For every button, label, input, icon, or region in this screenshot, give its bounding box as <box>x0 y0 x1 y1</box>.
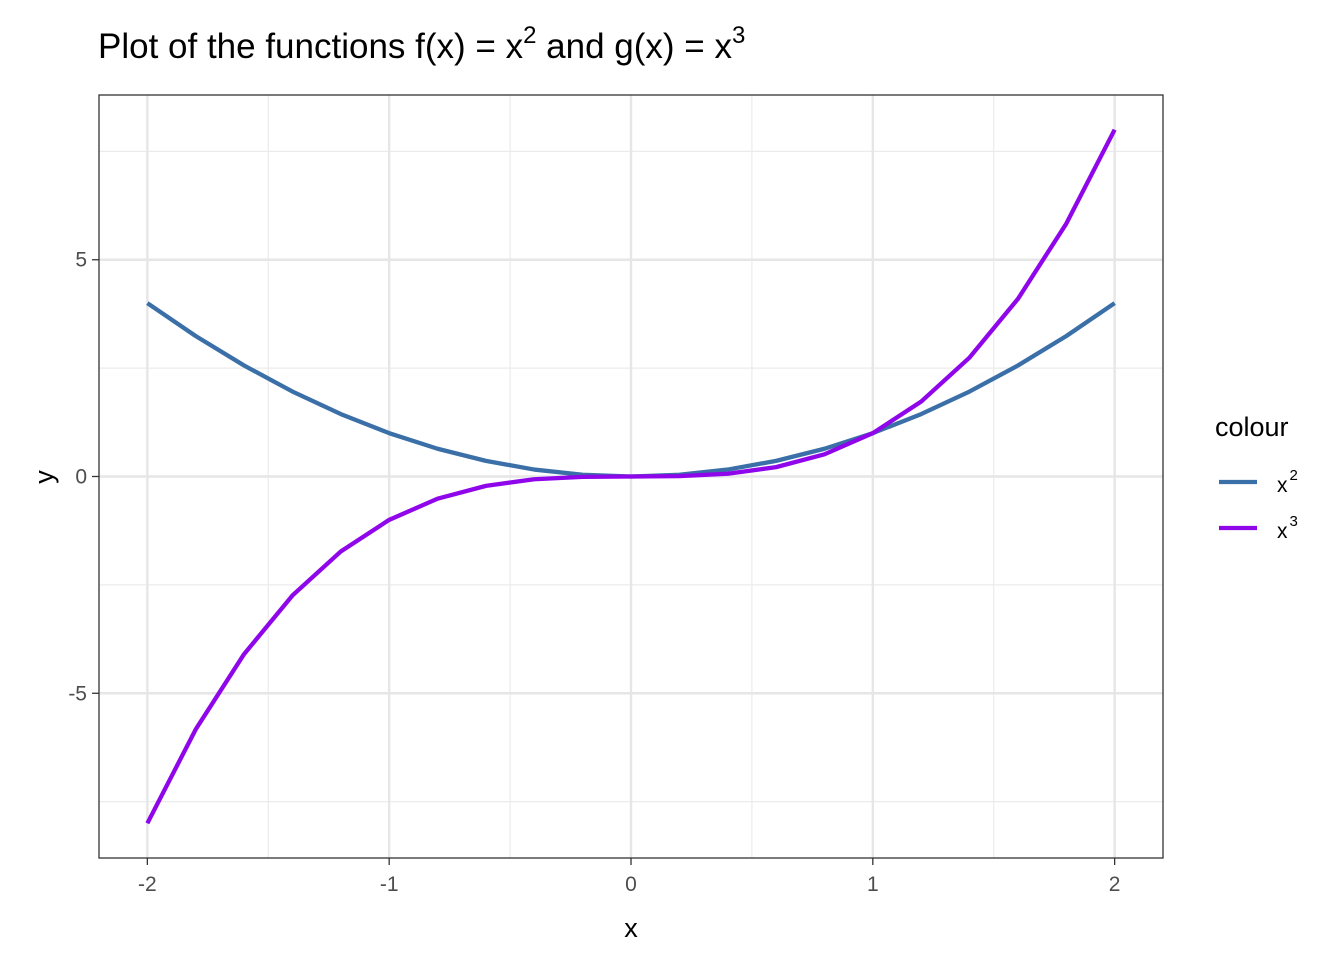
title-part-3: and g <box>536 27 633 66</box>
y-tick-label: -5 <box>68 682 87 705</box>
y-tick-label: 0 <box>75 466 87 489</box>
x-tick-label: 0 <box>625 873 637 896</box>
title-exponent-2: 3 <box>732 22 745 49</box>
x-tick-label: 1 <box>867 873 879 896</box>
x-tick-label: -1 <box>380 873 399 896</box>
x-tick-label: -2 <box>138 873 157 896</box>
series-lines <box>145 128 1117 825</box>
y-axis-title: y <box>29 470 59 484</box>
y-tick-label: 5 <box>75 249 87 272</box>
y-axis-ticks: -5 0 5 <box>68 249 99 705</box>
legend-title: colour <box>1215 412 1289 442</box>
title-exponent-1: 2 <box>523 22 536 49</box>
legend: colour x 2 x 3 <box>1215 412 1298 543</box>
title-part-1: Plot of the functions f <box>98 27 425 66</box>
chart-title: Plot of the functions f(x) = x2 and g(x)… <box>98 22 745 66</box>
x-tick-label: 2 <box>1109 873 1121 896</box>
series-line-2 <box>145 128 1117 825</box>
title-part-4: (x) = x <box>634 27 733 66</box>
title-part-2: (x) = x <box>425 27 524 66</box>
x-axis-title: x <box>624 913 638 943</box>
x-axis-ticks: -2 -1 0 1 2 <box>138 858 1120 896</box>
